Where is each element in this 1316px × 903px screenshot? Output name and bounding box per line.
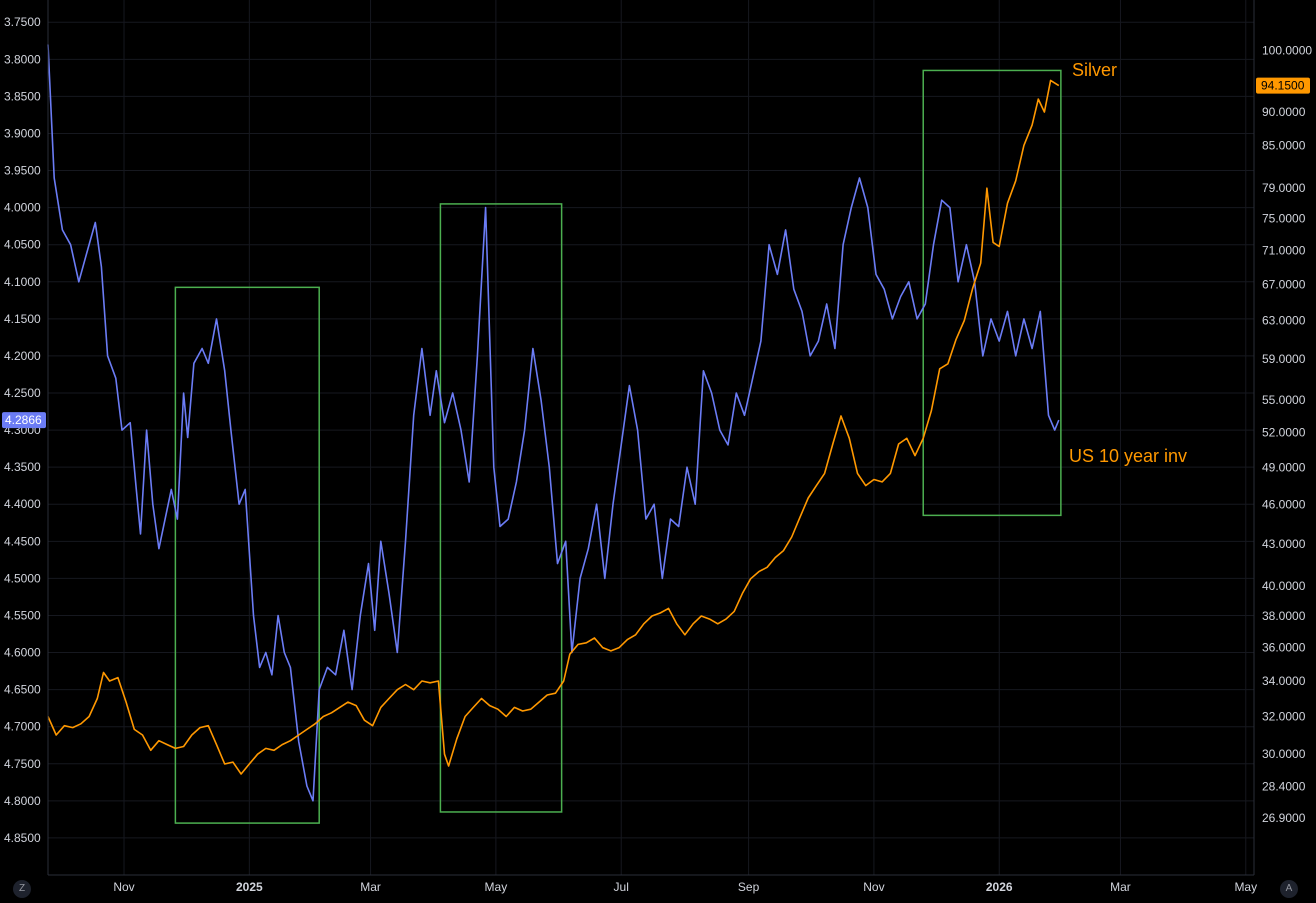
grid [48,0,1254,875]
left-tick-label: 3.7500 [4,15,41,29]
right-tick-label: 32.0000 [1262,709,1306,723]
left-tick-label: 4.5500 [4,608,41,622]
right-tick-label: 40.0000 [1262,579,1306,593]
left-tick-label: 4.1000 [4,275,41,289]
left-tick-label: 3.9500 [4,164,41,178]
right-tick-label: 71.0000 [1262,244,1306,258]
value-badges: 4.2866 94.1500 [2,77,1310,429]
left-tick-label: 3.8500 [4,89,41,103]
x-tick-label: Nov [113,880,134,894]
right-tick-label: 30.0000 [1262,747,1306,761]
series-line-silver[interactable] [47,79,1060,775]
right-tick-label: 38.0000 [1262,609,1306,623]
auto-scale-button[interactable]: A [1280,880,1298,898]
right-tick-label: 52.0000 [1262,426,1306,440]
x-tick-label: Mar [360,880,381,894]
right-tick-label: 100.0000 [1262,43,1312,57]
right-tick-label: 36.0000 [1262,641,1306,655]
left-tick-label: 4.5000 [4,571,41,585]
x-tick-label: 2026 [986,880,1013,894]
left-tick-label: 4.7000 [4,720,41,734]
highlight-box[interactable] [439,203,563,813]
left-tick-label: 4.8500 [4,831,41,845]
x-tick-label: Nov [863,880,884,894]
x-tick-label: Mar [1110,880,1131,894]
x-tick-label: May [1234,880,1257,894]
x-tick-label: 2025 [236,880,263,894]
highlight-box[interactable] [922,69,1062,517]
right-tick-label: 67.0000 [1262,277,1306,291]
left-tick-label: 4.3500 [4,460,41,474]
x-tick-label: Sep [738,880,760,894]
left-tick-label: 4.1500 [4,312,41,326]
right-value-badge-text: 94.1500 [1261,79,1305,93]
left-tick-label: 4.4000 [4,497,41,511]
left-tick-label: 3.9000 [4,126,41,140]
highlight-box[interactable] [174,286,320,824]
right-tick-label: 79.0000 [1262,181,1306,195]
annotation-us10: US 10 year inv [1069,446,1187,466]
left-tick-label: 4.4500 [4,534,41,548]
left-tick-label: 4.2000 [4,349,41,363]
left-tick-label: 4.0000 [4,201,41,215]
right-tick-label: 59.0000 [1262,352,1306,366]
left-tick-label: 4.6000 [4,646,41,660]
right-tick-label: 55.0000 [1262,393,1306,407]
left-tick-label: 4.8000 [4,794,41,808]
annotations: Silver US 10 year inv [1069,60,1187,466]
x-axis[interactable]: Nov 2025 Mar May Jul Sep Nov 2026 Mar May [113,880,1257,894]
series-line-us10-inv[interactable] [47,44,1060,802]
right-tick-label: 34.0000 [1262,674,1306,688]
right-tick-label: 28.4000 [1262,779,1306,793]
left-value-badge [2,412,46,429]
right-tick-label: 90.0000 [1262,105,1306,119]
left-tick-label: 4.6500 [4,683,41,697]
right-axis[interactable]: 100.0000 90.0000 85.0000 79.0000 75.0000 71.0… [1262,43,1312,825]
left-value-badge-text: 4.2866 [5,413,42,427]
right-tick-label: 85.0000 [1262,138,1306,152]
x-tick-label: May [485,880,508,894]
left-tick-label: 4.7500 [4,757,41,771]
right-tick-label: 43.0000 [1262,537,1306,551]
left-tick-label: 4.2500 [4,386,41,400]
x-tick-label: Jul [614,880,629,894]
right-tick-label: 46.0000 [1262,497,1306,511]
right-tick-label: 63.0000 [1262,313,1306,327]
right-value-badge [1256,77,1310,94]
left-tick-label: 3.8000 [4,52,41,66]
annotation-silver: Silver [1072,60,1117,80]
left-axis[interactable]: 3.7500 3.8000 3.8500 3.9000 3.9500 4.0000 4.05… [4,15,41,845]
left-tick-label: 4.0500 [4,238,41,252]
right-tick-label: 26.9000 [1262,811,1306,825]
highlight-boxes [174,69,1062,824]
right-tick-label: 75.0000 [1262,212,1306,226]
right-tick-label: 49.0000 [1262,460,1306,474]
timezone-button[interactable]: Z [13,880,31,898]
series-layer [47,44,1060,802]
